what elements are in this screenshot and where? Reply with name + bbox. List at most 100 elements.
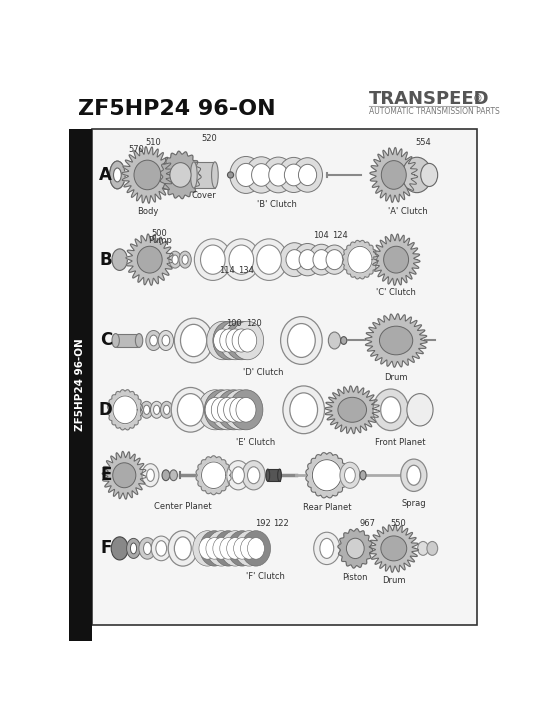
Text: 104: 104 (314, 230, 329, 240)
Ellipse shape (220, 329, 238, 352)
Polygon shape (372, 234, 420, 285)
Ellipse shape (223, 390, 256, 430)
Ellipse shape (198, 390, 232, 430)
Polygon shape (160, 151, 201, 199)
Text: Piston: Piston (342, 573, 368, 582)
Ellipse shape (126, 539, 140, 559)
Text: F: F (100, 539, 111, 557)
Text: 'B' Clutch: 'B' Clutch (257, 199, 296, 209)
Bar (92, 129, 477, 626)
Ellipse shape (360, 471, 366, 480)
Ellipse shape (340, 462, 360, 488)
Ellipse shape (182, 255, 188, 264)
Text: 510: 510 (146, 138, 161, 147)
Ellipse shape (266, 469, 269, 482)
Ellipse shape (234, 531, 264, 566)
Ellipse shape (283, 386, 325, 433)
Polygon shape (196, 456, 231, 495)
Ellipse shape (153, 405, 160, 415)
Ellipse shape (180, 324, 207, 356)
Polygon shape (348, 246, 372, 273)
Text: Drum: Drum (384, 373, 408, 382)
Ellipse shape (232, 467, 245, 484)
Polygon shape (369, 525, 419, 572)
Ellipse shape (242, 461, 265, 490)
Ellipse shape (252, 163, 271, 186)
Text: 134: 134 (238, 266, 254, 275)
Ellipse shape (286, 250, 303, 270)
Ellipse shape (225, 321, 258, 360)
Ellipse shape (144, 405, 150, 415)
Polygon shape (102, 451, 146, 499)
Polygon shape (312, 459, 341, 491)
Ellipse shape (402, 157, 431, 193)
Polygon shape (122, 147, 173, 203)
Ellipse shape (160, 401, 173, 418)
Ellipse shape (269, 164, 288, 186)
Ellipse shape (407, 394, 433, 426)
Ellipse shape (224, 397, 244, 422)
Ellipse shape (230, 156, 262, 194)
Ellipse shape (142, 464, 159, 487)
Text: E: E (100, 467, 111, 485)
Ellipse shape (230, 397, 250, 422)
Ellipse shape (171, 387, 210, 432)
Ellipse shape (247, 467, 260, 484)
Text: ®: ® (472, 94, 482, 104)
Ellipse shape (134, 160, 161, 190)
Ellipse shape (200, 245, 225, 274)
Ellipse shape (170, 163, 191, 187)
Ellipse shape (110, 161, 125, 189)
Ellipse shape (151, 536, 171, 561)
Ellipse shape (380, 326, 413, 355)
Text: 570: 570 (129, 145, 145, 154)
Text: A: A (99, 166, 112, 184)
Ellipse shape (144, 542, 151, 554)
Ellipse shape (112, 333, 119, 348)
Ellipse shape (421, 163, 438, 186)
Ellipse shape (162, 335, 170, 346)
Ellipse shape (241, 531, 271, 566)
Ellipse shape (194, 239, 231, 280)
Ellipse shape (140, 401, 153, 418)
Text: Drum: Drum (382, 576, 406, 585)
Ellipse shape (168, 531, 198, 566)
Ellipse shape (227, 461, 250, 490)
Ellipse shape (287, 323, 315, 357)
Ellipse shape (246, 157, 277, 193)
Text: 554: 554 (415, 138, 431, 147)
Bar (116, 333, 139, 348)
Text: 114: 114 (219, 266, 234, 275)
Ellipse shape (139, 538, 156, 559)
Ellipse shape (214, 531, 243, 566)
Ellipse shape (313, 250, 330, 270)
Ellipse shape (294, 243, 321, 276)
Ellipse shape (110, 161, 125, 189)
Ellipse shape (407, 465, 421, 485)
Ellipse shape (251, 239, 287, 280)
Bar (268, 469, 280, 482)
Text: 124: 124 (332, 230, 348, 240)
Ellipse shape (205, 397, 225, 422)
Ellipse shape (199, 538, 216, 559)
Text: Cover: Cover (192, 192, 217, 200)
Ellipse shape (214, 329, 232, 352)
Ellipse shape (174, 537, 191, 560)
Text: Body: Body (137, 207, 158, 215)
Ellipse shape (158, 330, 173, 351)
Ellipse shape (247, 538, 265, 559)
Text: Center Planet: Center Planet (154, 502, 212, 510)
Text: 'C' Clutch: 'C' Clutch (376, 288, 416, 297)
Polygon shape (342, 240, 377, 279)
Ellipse shape (219, 321, 251, 360)
Ellipse shape (131, 543, 137, 554)
Text: 'E' Clutch: 'E' Clutch (237, 438, 275, 447)
Ellipse shape (178, 394, 204, 426)
Ellipse shape (281, 317, 322, 364)
Ellipse shape (236, 163, 256, 186)
Ellipse shape (227, 531, 256, 566)
Ellipse shape (162, 470, 170, 481)
Bar (69, 129, 92, 641)
Text: 550: 550 (390, 519, 406, 528)
Ellipse shape (427, 541, 438, 555)
